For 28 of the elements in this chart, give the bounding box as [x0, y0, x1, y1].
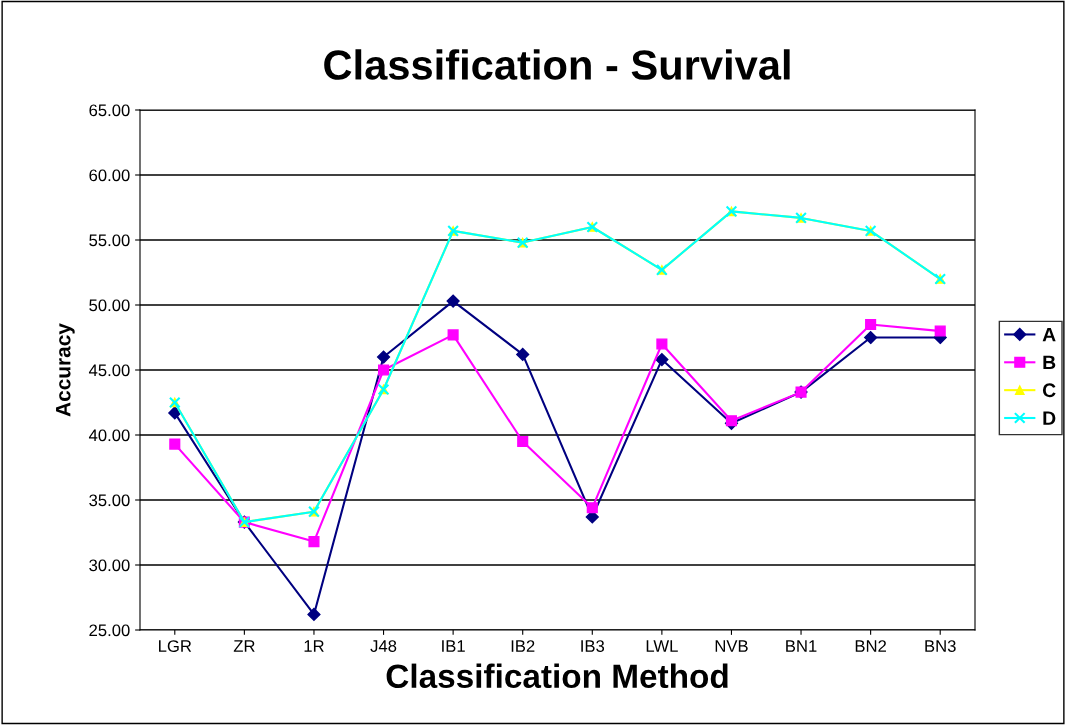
- y-tick-label: 30.00: [89, 559, 130, 572]
- x-tick-label: IB3: [581, 640, 605, 652]
- y-tick-label: 25.00: [89, 624, 130, 637]
- x-tick-label: IB1: [442, 640, 465, 652]
- y-tick-label: 50.00: [89, 299, 130, 312]
- x-tick-label: NVB: [715, 640, 748, 652]
- x-tick-label: 1R: [304, 640, 324, 652]
- x-tick-label: LWL: [646, 640, 678, 652]
- x-tick-label: BN3: [925, 640, 956, 652]
- x-tick-label: LGR: [159, 640, 192, 652]
- x-axis-title: Classification Method: [386, 663, 728, 689]
- y-tick-label: 45.00: [88, 364, 130, 377]
- y-tick-label: 40.00: [88, 429, 130, 442]
- legend-label: B: [1043, 355, 1056, 370]
- y-axis-title: Accuracy: [56, 323, 75, 417]
- y-tick-label: 35.00: [89, 494, 130, 507]
- legend-label: D: [1043, 411, 1056, 425]
- x-tick-label: ZR: [233, 640, 255, 652]
- x-tick-label: BN2: [855, 640, 886, 652]
- y-tick-label: 60.00: [89, 169, 130, 182]
- legend-label: C: [1042, 383, 1056, 398]
- y-tick-label: 55.00: [89, 234, 130, 247]
- chart-title: Classification - Survival: [324, 49, 790, 80]
- legend-label: A: [1042, 327, 1056, 342]
- x-tick-label: IB2: [511, 640, 535, 652]
- x-tick-label: BN1: [786, 640, 817, 652]
- y-tick-label: 65.00: [89, 104, 130, 117]
- x-tick-label: J48: [370, 640, 397, 652]
